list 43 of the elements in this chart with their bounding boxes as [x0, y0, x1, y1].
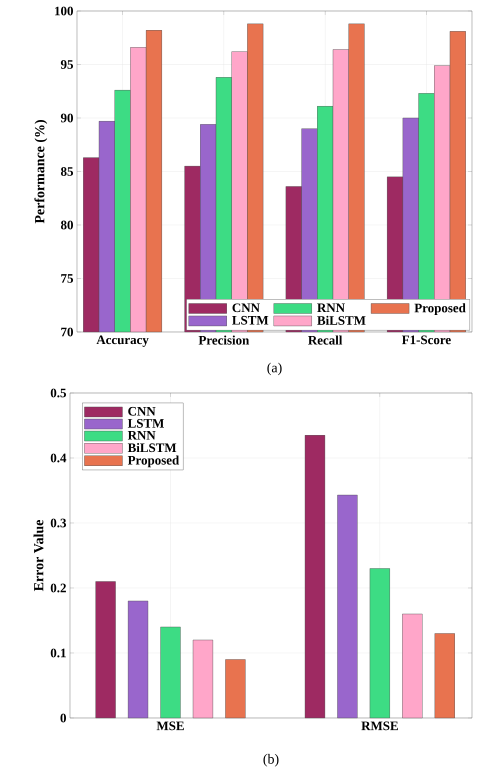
legend-label: RNN	[317, 303, 345, 312]
x-tick-label: MSE	[156, 722, 184, 730]
bar	[160, 626, 181, 718]
bar	[337, 494, 358, 718]
y-tick-label: 0	[60, 714, 66, 722]
bar	[95, 581, 116, 718]
y-axis-title: Performance (%)	[34, 120, 48, 224]
legend-label: LSTM	[232, 316, 268, 325]
legend-label: Proposed	[414, 303, 466, 315]
x-tick-label: RMSE	[361, 722, 398, 730]
x-tick-label: Recall	[308, 336, 342, 345]
legend-label: LSTM	[128, 418, 164, 428]
y-tick-label: 0.1	[50, 648, 66, 658]
y-tick-label: 80	[60, 220, 73, 230]
bar	[304, 435, 326, 718]
bar	[434, 633, 455, 718]
y-tick-label: 75	[61, 274, 74, 283]
y-tick-label: 0.2	[50, 584, 66, 592]
bar	[128, 600, 148, 718]
y-tick-label: 90	[60, 114, 73, 122]
y-axis-title: Error Value	[34, 520, 44, 592]
legend-label: RNN	[128, 431, 156, 440]
y-tick-label: 85	[60, 167, 74, 176]
bar	[192, 640, 214, 718]
y-tick-label: 0.3	[50, 518, 66, 528]
bar	[370, 568, 390, 718]
legend-label: CNN	[232, 303, 260, 312]
y-tick-label: 0.4	[50, 454, 66, 462]
y-tick-label: 95	[60, 60, 74, 69]
legend-label: Proposed	[128, 455, 180, 468]
x-tick-label: Accuracy	[96, 336, 149, 347]
y-tick-label: 0.5	[50, 388, 66, 398]
bar	[402, 614, 422, 718]
y-tick-label: 100	[55, 6, 73, 16]
legend-label: BiLSTM	[128, 443, 176, 452]
legend-label: BiLSTM	[317, 316, 366, 325]
text: (a)	[267, 362, 282, 376]
legend-label: CNN	[128, 406, 156, 416]
x-tick-label: F1-Score	[402, 336, 451, 344]
x-tick-label: Precision	[198, 336, 250, 345]
y-tick-label: 70	[61, 328, 73, 336]
text: (b)	[263, 754, 279, 767]
bar	[225, 659, 246, 718]
